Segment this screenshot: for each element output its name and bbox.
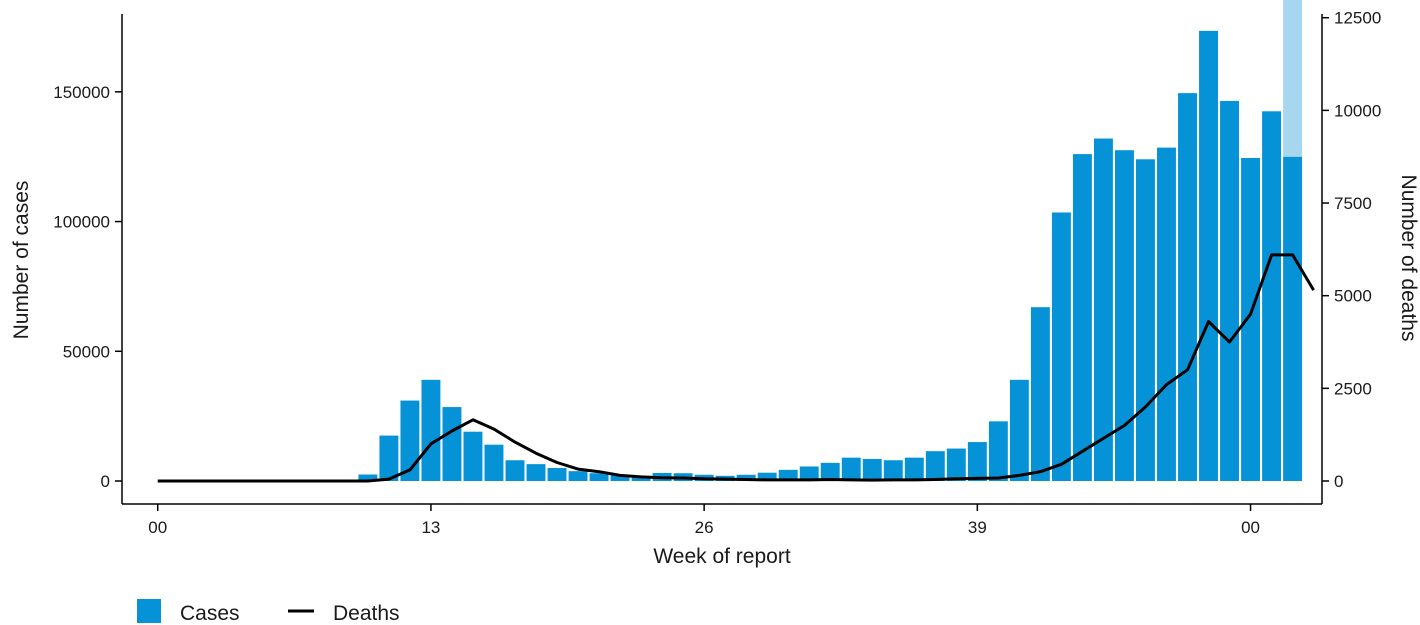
bar-cases-week-24 <box>631 476 651 481</box>
bar-cases-week-36 <box>883 460 903 481</box>
bar-cases-week-23 <box>610 475 630 481</box>
x-tick-label-week-1: 00 <box>148 518 167 537</box>
bar-cases-week-32 <box>799 466 819 481</box>
deaths-line-group <box>157 253 1315 483</box>
y-tick-label-150000: 150000 <box>53 83 110 102</box>
y2-tick-label-12500: 12500 <box>1334 9 1381 28</box>
y2-tick-label-7500: 7500 <box>1334 194 1372 213</box>
bar-cases-week-22 <box>589 473 609 481</box>
bar-cases-week-29 <box>736 474 756 481</box>
y-tick-label-100000: 100000 <box>53 213 110 232</box>
bar-cases-week-39 <box>946 448 966 481</box>
bar-cases-week-12 <box>379 435 399 481</box>
y2-tick-label-10000: 10000 <box>1334 101 1381 120</box>
bar-cases-incomplete-week-55 <box>1283 0 1303 157</box>
bar-cases-week-44 <box>1051 212 1071 481</box>
bar-cases-week-35 <box>862 458 882 481</box>
bar-cases-week-45 <box>1072 154 1092 481</box>
bar-cases-week-55 <box>1283 156 1303 481</box>
legend: Cases Deaths <box>137 599 400 625</box>
y2-tick-label-5000: 5000 <box>1334 287 1372 306</box>
bar-cases-week-21 <box>568 471 588 481</box>
deaths-line <box>157 253 1315 483</box>
x-tick-label-week-14: 13 <box>421 518 440 537</box>
y2-tick-label-2500: 2500 <box>1334 379 1372 398</box>
bar-cases-week-43 <box>1030 307 1050 481</box>
bars-group <box>358 0 1303 482</box>
bar-cases-week-49 <box>1157 147 1176 481</box>
y2-tick-label-0: 0 <box>1334 472 1343 491</box>
bar-cases-week-14 <box>421 379 441 481</box>
bar-cases-week-18 <box>505 460 525 481</box>
y-tick-label-50000: 50000 <box>63 342 110 361</box>
bar-cases-week-42 <box>1009 379 1029 481</box>
x-tick-label-week-27: 26 <box>695 518 714 537</box>
bar-cases-week-40 <box>967 442 987 481</box>
bar-cases-week-19 <box>526 464 546 481</box>
bar-cases-week-50 <box>1178 93 1197 481</box>
bar-cases-week-38 <box>925 451 945 481</box>
bar-cases-week-11 <box>358 474 378 481</box>
bar-cases-week-48 <box>1136 159 1155 482</box>
bar-cases-week-17 <box>484 444 504 481</box>
bar-cases-week-15 <box>442 407 462 481</box>
bar-cases-week-20 <box>547 468 567 481</box>
y-tick-label-0: 0 <box>101 472 110 491</box>
legend-cases-label: Cases <box>180 602 240 625</box>
bar-cases-week-52 <box>1220 100 1239 482</box>
bar-cases-week-33 <box>820 462 840 481</box>
bar-cases-week-30 <box>757 472 777 481</box>
bar-cases-week-41 <box>988 421 1008 481</box>
y2-axis-title: Number of deaths <box>1397 175 1420 342</box>
legend-cases-swatch <box>137 599 161 623</box>
legend-deaths-label: Deaths <box>333 602 400 625</box>
axes-group: 0 50000 100000 150000 0 2500 5000 7500 10000 1250… <box>53 9 1381 537</box>
bar-cases-week-13 <box>400 400 420 481</box>
bar-cases-week-16 <box>463 431 483 481</box>
x-tick-label-week-53: 00 <box>1241 518 1260 537</box>
bar-cases-week-46 <box>1093 138 1113 482</box>
x-tick-label-week-40: 39 <box>968 518 987 537</box>
y-axis-title: Number of cases <box>10 181 33 340</box>
bar-cases-week-31 <box>778 469 798 481</box>
x-axis-title: Week of report <box>653 545 791 568</box>
bar-cases-week-51 <box>1199 30 1218 481</box>
bar-cases-week-54 <box>1262 111 1282 482</box>
bar-cases-week-53 <box>1241 157 1261 481</box>
bar-cases-week-37 <box>904 457 924 481</box>
bar-cases-week-47 <box>1114 150 1134 482</box>
bar-cases-week-34 <box>841 457 861 481</box>
